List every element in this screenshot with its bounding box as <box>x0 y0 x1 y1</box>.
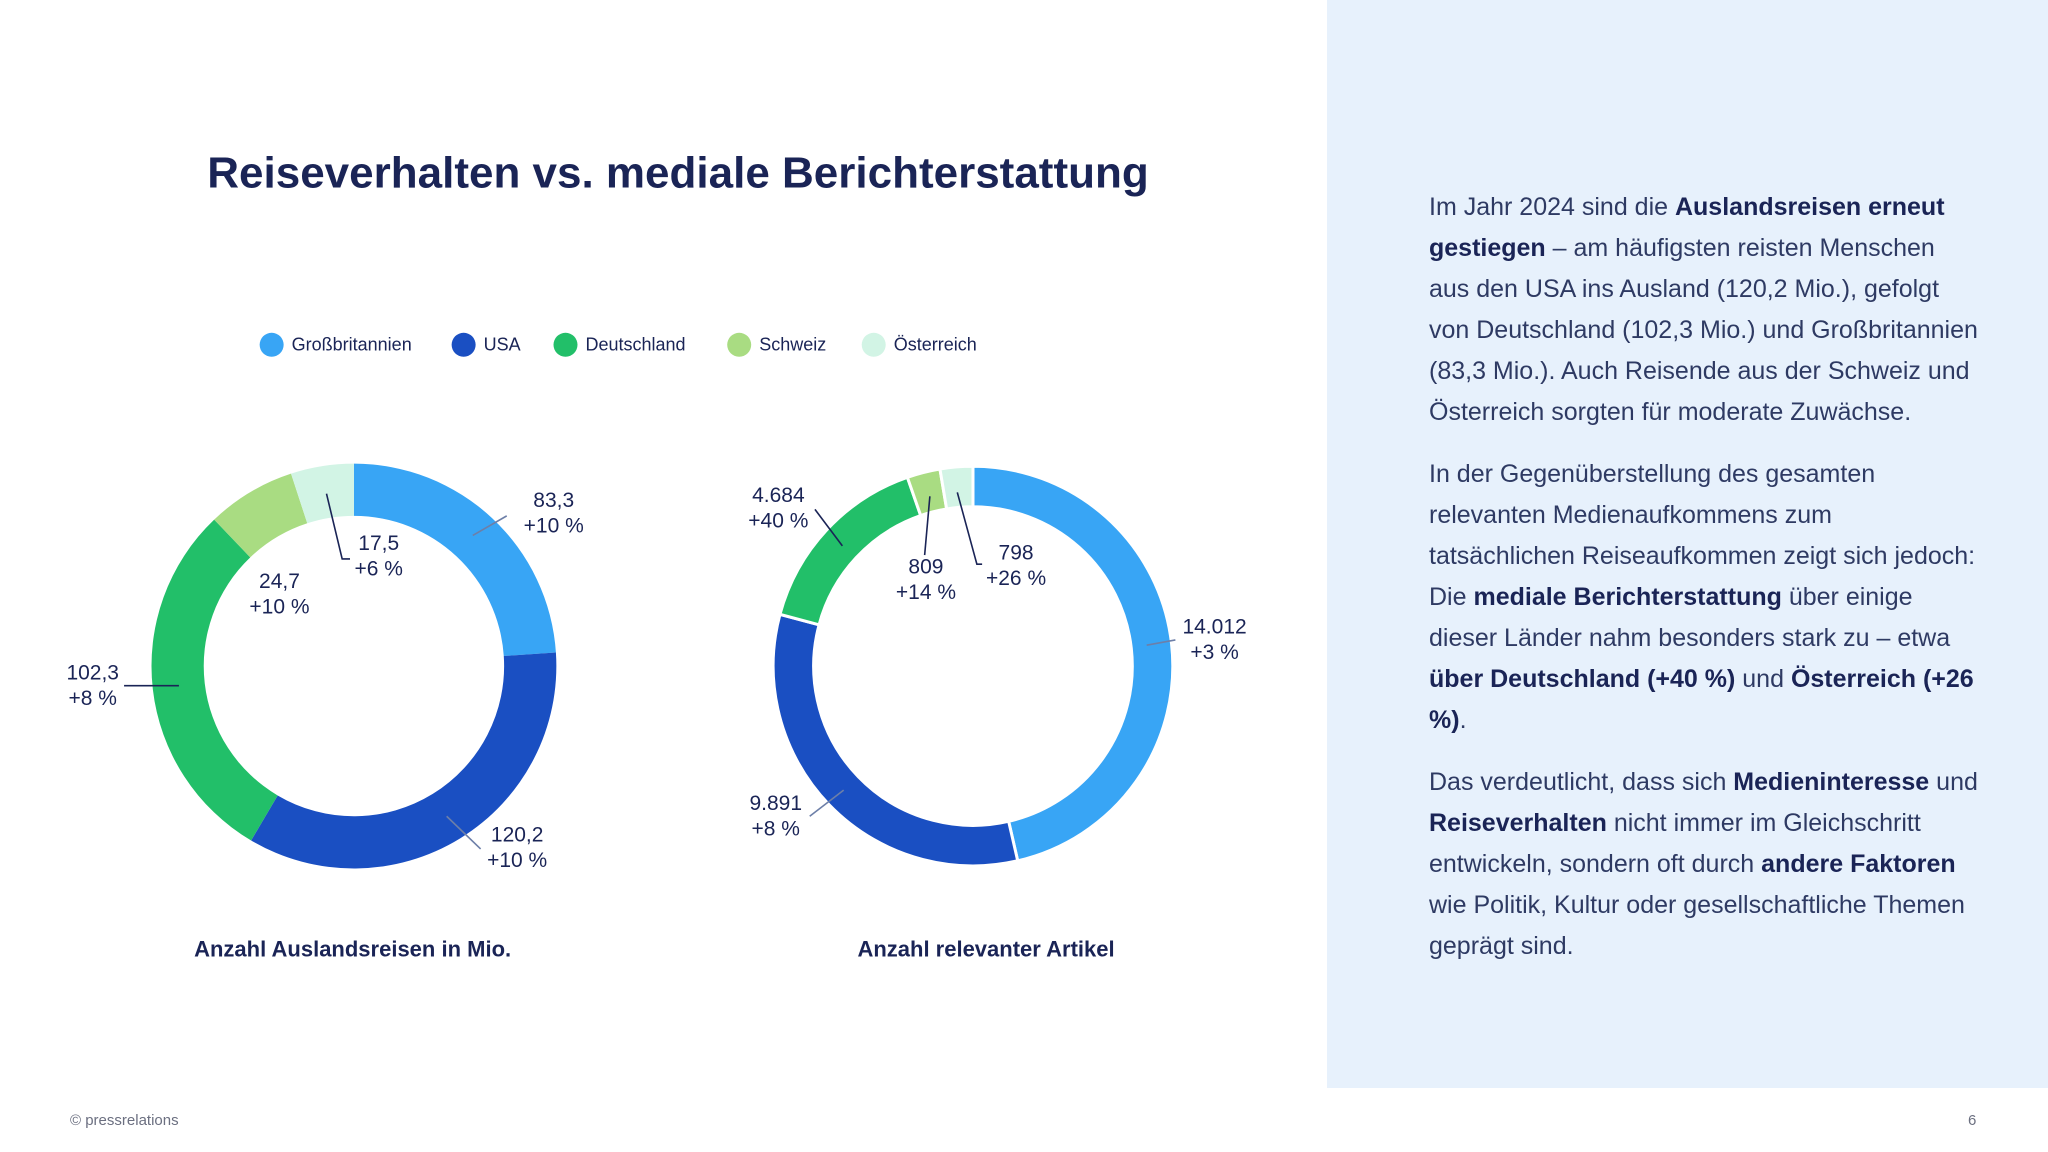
bold-text: über Deutschland (+40 %) <box>1429 665 1736 693</box>
donut-slice <box>291 463 354 524</box>
legend-swatch <box>451 332 476 357</box>
bold-text: Reiseverhalten <box>1429 809 1607 837</box>
bold-text: mediale Berichterstattung <box>1473 583 1782 611</box>
paragraph: Das verdeutlicht, dass sich Medienintere… <box>1429 762 1979 967</box>
text-panel <box>1327 0 2048 1088</box>
change-label: +14 % <box>896 581 956 604</box>
change-label: +10 % <box>524 515 584 538</box>
text: über einige dieser Länder nahm besonders… <box>1429 583 1951 652</box>
footer-page: 6 <box>1968 1112 1977 1129</box>
change-label: +40 % <box>748 509 808 532</box>
text: Das verdeutlicht, dass sich <box>1429 768 1734 796</box>
leader-line <box>923 496 931 556</box>
value-label: 9.891 <box>749 792 802 815</box>
text: . <box>1459 706 1467 734</box>
leader-line <box>1146 639 1176 646</box>
paragraph: In der Gegenüberstellung des gesamten re… <box>1429 454 1979 741</box>
text: und <box>1735 665 1791 693</box>
change-label: +10 % <box>487 849 547 872</box>
change-label: +26 % <box>986 567 1046 590</box>
legend-label: Großbritannien <box>292 335 412 355</box>
text: nicht immer im Gleichschritt entwickeln,… <box>1429 809 1921 878</box>
bold-text: Medieninteresse <box>1733 768 1930 796</box>
value-label: 102,3 <box>66 661 119 684</box>
value-label: 14.012 <box>1182 616 1246 639</box>
text: und <box>1929 768 1978 796</box>
leader-line <box>325 493 351 560</box>
value-label: 120,2 <box>491 823 544 846</box>
text: Im Jahr 2024 sind die <box>1429 193 1675 221</box>
change-label: +8 % <box>68 687 116 710</box>
donut-slice <box>151 519 278 841</box>
bold-text: Auslandsreisen erneut gestiegen <box>1429 193 1945 262</box>
change-label: +6 % <box>355 558 403 581</box>
legend-swatch <box>553 332 578 357</box>
legend-label: Österreich <box>894 335 977 355</box>
value-label: 24,7 <box>259 570 300 593</box>
paragraph: Im Jahr 2024 sind die Auslandsreisen ern… <box>1429 187 1979 433</box>
donut-slice <box>771 612 1020 868</box>
value-label: 17,5 <box>358 532 399 555</box>
legend-swatch <box>259 332 284 357</box>
page-title: Reiseverhalten vs. mediale Berichterstat… <box>207 149 1148 198</box>
value-label: 4.684 <box>752 484 805 507</box>
text: – am häufigsten reisten Menschen aus den… <box>1429 234 1978 426</box>
bold-text: andere Faktoren <box>1761 850 1956 878</box>
bold-text: Österreich (+26 %) <box>1429 665 1974 734</box>
text: wie Politik, Kultur oder gesellschaftlic… <box>1429 891 1965 960</box>
footer-copyright: © pressrelations <box>70 1112 179 1129</box>
value-label: 798 <box>999 541 1034 564</box>
text: In der Gegenüberstellung des gesamten re… <box>1429 460 1976 611</box>
legend-swatch <box>727 332 752 357</box>
donut-slice <box>353 463 556 657</box>
change-label: +8 % <box>752 818 800 841</box>
leader-line <box>472 515 508 537</box>
donut-slice <box>938 464 975 511</box>
change-label: +10 % <box>249 595 309 618</box>
chart-caption: Anzahl Auslandsreisen in Mio. <box>194 937 511 962</box>
leader-line <box>956 492 983 565</box>
panel-text: Im Jahr 2024 sind die Auslandsreisen ern… <box>1429 187 1979 988</box>
legend-label: Schweiz <box>759 335 826 355</box>
value-label: 809 <box>908 556 943 579</box>
donut-slice <box>214 473 308 558</box>
legend-label: USA <box>484 335 521 355</box>
value-label: 83,3 <box>533 489 574 512</box>
legend-label: Deutschland <box>585 335 685 355</box>
leader-line <box>809 789 845 817</box>
donut-slice <box>971 464 1175 863</box>
leader-line <box>814 508 844 547</box>
leader-line <box>446 815 482 850</box>
donut-slice <box>251 652 557 869</box>
change-label: +3 % <box>1190 641 1238 664</box>
chart-caption: Anzahl relevanter Artikel <box>857 937 1114 962</box>
legend-swatch <box>861 332 886 357</box>
